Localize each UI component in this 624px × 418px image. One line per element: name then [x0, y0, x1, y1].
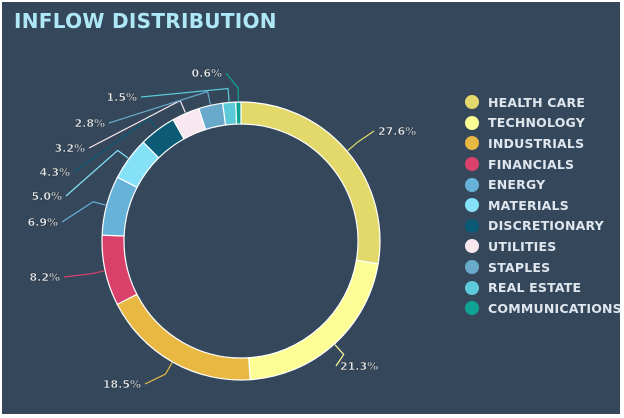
- legend-item[interactable]: INDUSTRIALS: [465, 133, 622, 154]
- legend-marker-icon: [465, 95, 479, 110]
- data-label: 1.5%: [106, 91, 137, 104]
- legend-marker-icon: [465, 198, 479, 213]
- chart-title: INFLOW DISTRIBUTION: [14, 9, 277, 33]
- leader-line: [140, 87, 230, 102]
- leader-line: [108, 90, 212, 124]
- legend-label: REAL ESTATE: [488, 280, 582, 296]
- leader-line: [225, 72, 239, 102]
- legend-label: ENERGY: [488, 177, 546, 193]
- legend-item[interactable]: STAPLES: [465, 257, 622, 278]
- legend-marker-icon: [465, 301, 479, 316]
- legend-marker-icon: [465, 280, 479, 295]
- legend-item[interactable]: HEALTH CARE: [465, 92, 622, 113]
- slice-real-estate[interactable]: [222, 101, 238, 126]
- data-label: 4.3%: [39, 166, 70, 179]
- data-label: 18.5%: [103, 378, 141, 391]
- data-label: 27.6%: [378, 125, 416, 138]
- data-label: 2.8%: [74, 117, 105, 130]
- slice-financials[interactable]: [101, 234, 138, 306]
- legend-item[interactable]: COMMUNICATIONS: [465, 298, 622, 319]
- data-label: 3.2%: [54, 142, 85, 155]
- legend-item[interactable]: TECHNOLOGY: [465, 113, 622, 134]
- legend-marker-icon: [465, 177, 479, 192]
- legend: HEALTH CARE TECHNOLOGY INDUSTRIALS FINANCIA…: [465, 92, 622, 319]
- legend-label: INDUSTRIALS: [488, 135, 585, 151]
- leader-line: [144, 362, 173, 385]
- legend-marker-icon: [465, 239, 479, 254]
- data-label: 8.2%: [29, 271, 60, 284]
- legend-item[interactable]: UTILITIES: [465, 236, 622, 257]
- data-label: 0.6%: [191, 67, 222, 80]
- slice-energy[interactable]: [101, 176, 138, 237]
- legend-label: DISCRETIONARY: [488, 218, 604, 234]
- legend-item[interactable]: FINANCIALS: [465, 154, 622, 175]
- legend-marker-icon: [465, 157, 479, 172]
- legend-label: MATERIALS: [488, 197, 569, 213]
- data-label: 5.0%: [31, 190, 62, 203]
- legend-label: STAPLES: [488, 259, 551, 275]
- leader-line: [65, 149, 129, 197]
- legend-item[interactable]: ENERGY: [465, 174, 622, 195]
- leader-line: [347, 130, 375, 151]
- legend-marker-icon: [465, 136, 479, 151]
- legend-label: TECHNOLOGY: [488, 115, 585, 131]
- legend-label: HEALTH CARE: [488, 94, 586, 110]
- legend-item[interactable]: REAL ESTATE: [465, 277, 622, 298]
- slice-health-care[interactable]: [240, 101, 381, 265]
- leader-line: [61, 201, 106, 223]
- legend-label: FINANCIALS: [488, 156, 575, 172]
- leader-line: [73, 117, 158, 173]
- legend-marker-icon: [465, 218, 479, 233]
- legend-item[interactable]: MATERIALS: [465, 195, 622, 216]
- slice-communications[interactable]: [235, 101, 242, 125]
- leader-line: [63, 270, 105, 278]
- slice-industrials[interactable]: [116, 293, 251, 381]
- legend-label: COMMUNICATIONS: [488, 300, 622, 316]
- leader-line: [334, 344, 345, 367]
- legend-marker-icon: [465, 260, 479, 275]
- data-label: 6.9%: [27, 216, 58, 229]
- legend-marker-icon: [465, 115, 479, 130]
- legend-label: UTILITIES: [488, 238, 557, 254]
- legend-item[interactable]: DISCRETIONARY: [465, 216, 622, 237]
- data-label: 21.3%: [340, 360, 378, 373]
